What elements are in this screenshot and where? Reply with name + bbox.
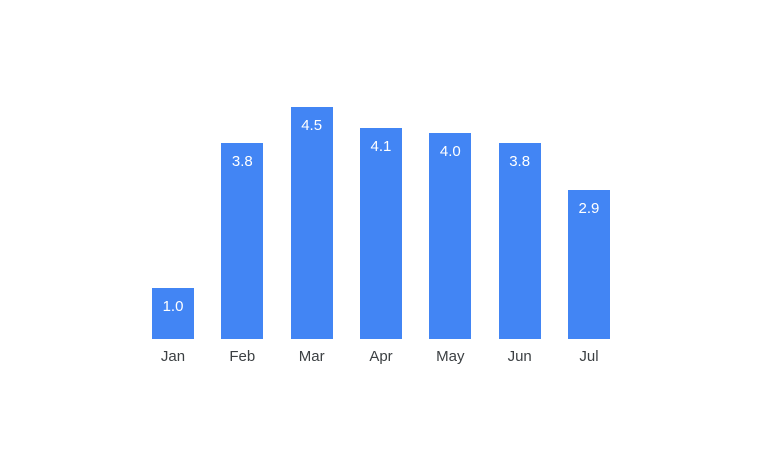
bar-value-label: 4.1 (370, 137, 392, 155)
bar-value-label: 1.0 (162, 297, 184, 315)
x-axis-label: Mar (298, 348, 325, 365)
bar-value-label: 4.5 (301, 117, 323, 135)
x-axis-label: May (436, 348, 465, 365)
bar-may[interactable]: 4.0 (429, 133, 472, 339)
bar-mar[interactable]: 4.5 (290, 107, 333, 339)
bar-value-label: 2.9 (578, 199, 600, 217)
bar-jan[interactable]: 1.0 (152, 287, 194, 339)
x-axis-label: Apr (369, 348, 393, 365)
x-axis-label: Jul (579, 348, 599, 365)
x-axis-label: Jun (507, 348, 532, 365)
bar-value-label: 4.0 (439, 143, 461, 160)
x-axis-label: Feb (229, 348, 256, 365)
bar-feb[interactable]: 3.8 (221, 143, 264, 339)
x-axis-label: Jan (160, 348, 186, 365)
bar-value-label: 3.8 (231, 153, 253, 171)
bar-jul[interactable]: 2.9 (567, 189, 610, 339)
bar-jun[interactable]: 3.8 (498, 143, 541, 339)
bar-value-label: 3.8 (509, 153, 531, 171)
bar-apr[interactable]: 4.1 (359, 127, 402, 339)
